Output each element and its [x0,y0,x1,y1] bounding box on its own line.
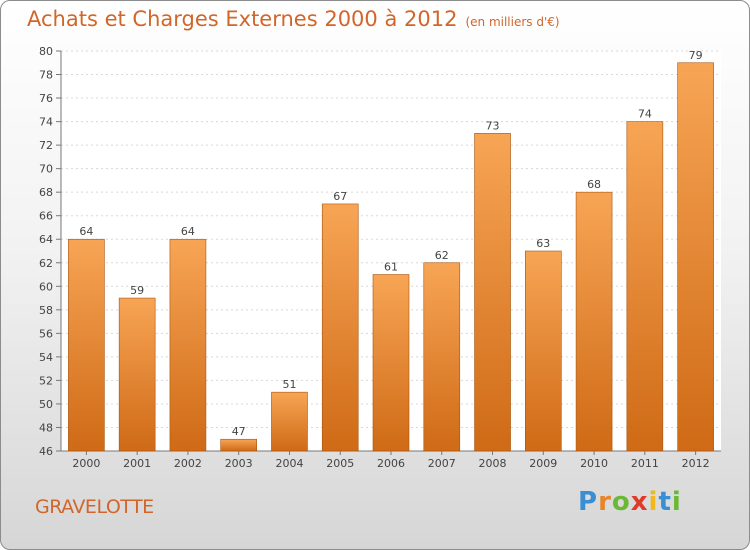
y-tick-label: 68 [39,186,53,199]
bar-value-label: 67 [333,190,347,203]
chart-title: Achats et Charges Externes 2000 à 2012 (e… [27,7,560,31]
x-tick-label: 2010 [580,457,608,470]
x-tick-label: 2004 [275,457,303,470]
bar-value-label: 63 [536,237,550,250]
y-tick-label: 66 [39,210,53,223]
bar [68,238,105,452]
bar [321,203,359,452]
x-tick-label: 2003 [225,457,253,470]
bar [271,391,308,452]
y-tick-label: 64 [39,233,53,246]
x-tick-label: 2009 [529,457,557,470]
y-tick-label: 52 [39,374,53,387]
x-tick-label: 2012 [682,457,710,470]
y-tick-label: 76 [39,92,53,105]
logo-letter: x [630,487,649,517]
bar-value-label: 59 [130,284,144,297]
logo-letter: P [578,487,599,517]
x-tick-label: 2011 [631,457,659,470]
bar-value-label: 64 [79,225,93,238]
y-tick-label: 72 [39,139,53,152]
bar-value-label: 51 [282,378,296,391]
x-tick-label: 2007 [428,457,456,470]
bar-value-label: 64 [181,225,195,238]
y-tick-label: 58 [39,304,53,317]
bar [677,62,714,452]
bar-value-label: 73 [486,119,500,132]
y-tick-label: 56 [39,327,53,340]
x-tick-label: 2002 [174,457,202,470]
title-unit: (en milliers d'€) [465,15,560,29]
x-tick-label: 2000 [72,457,100,470]
place-name: GRAVELOTTE [35,496,154,518]
x-tick-label: 2005 [326,457,354,470]
bar-value-label: 62 [435,249,449,262]
logo-letter: i [671,487,682,517]
bar-value-label: 68 [587,178,601,191]
x-tick-label: 2006 [377,457,405,470]
bar [474,133,511,452]
proxiti-logo: Proxiti [578,487,682,517]
bar-value-label: 74 [638,108,652,121]
bar [220,438,257,452]
logo-letter: r [598,487,612,517]
y-tick-label: 50 [39,398,53,411]
x-tick-label: 2001 [123,457,151,470]
bar-value-label: 47 [232,425,246,438]
y-tick-label: 78 [39,69,53,82]
bar [575,191,613,452]
bar-value-label: 79 [689,49,703,62]
bar [118,297,156,452]
bar [423,262,461,452]
y-tick-label: 54 [39,351,53,364]
y-tick-label: 74 [39,116,53,129]
logo-letter: o [611,487,631,517]
bar [626,121,664,452]
logo-letter: i [648,487,659,517]
bar [525,250,562,452]
y-tick-label: 70 [39,163,53,176]
y-tick-label: 48 [39,421,53,434]
bar [169,238,207,452]
bar-value-label: 61 [384,261,398,274]
y-tick-label: 46 [39,445,53,458]
y-tick-label: 80 [39,45,53,58]
x-tick-label: 2008 [479,457,507,470]
y-tick-label: 62 [39,257,53,270]
title-text: Achats et Charges Externes 2000 à 2012 [27,7,458,31]
logo-letter: t [658,487,672,517]
y-tick-label: 60 [39,280,53,293]
bar [372,274,410,452]
